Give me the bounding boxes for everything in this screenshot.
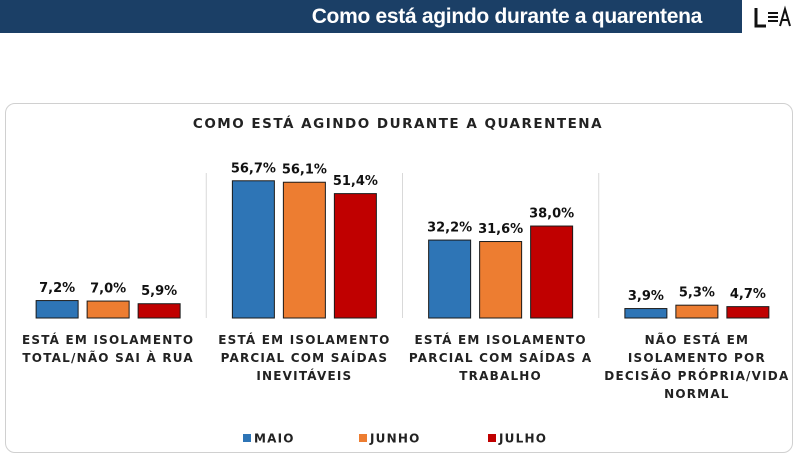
bar [137,303,181,319]
category-label: ESTÁ EM ISOLAMENTO PARCIAL COM SAÍDAS A … [408,333,593,383]
category-label: ESTÁ EM ISOLAMENTO TOTAL/NÃO SAI À RUA [21,333,195,365]
bar [333,193,377,319]
logo-a [779,5,791,27]
bar [35,300,79,319]
bar [530,225,574,319]
logo-lines [768,12,778,22]
legend-swatch [488,434,496,442]
bar [479,241,523,319]
value-label: 38,0% [529,207,574,222]
value-label: 32,2% [427,221,472,236]
value-label: 56,7% [231,161,276,176]
logo-l [754,8,766,28]
value-label: 4,7% [730,287,766,302]
bar [428,239,472,319]
bar [726,306,770,319]
value-label: 56,1% [282,163,327,178]
value-label: 7,0% [90,282,126,297]
legend-label: JUNHO [369,432,421,446]
legend-swatch [359,434,367,442]
header-bar [0,0,742,33]
chart-panel [5,103,793,453]
slide-title: Como está agindo durante a quarentena [311,5,703,28]
legend-label: MAIO [254,432,295,446]
value-label: 31,6% [478,222,523,237]
bar [86,300,130,319]
value-label: 5,9% [141,284,177,299]
bar [282,181,326,319]
value-label: 51,4% [333,174,378,189]
legend-label: JULHO [498,432,547,446]
bar [624,308,668,319]
chart-title: COMO ESTÁ AGINDO DURANTE A QUARENTENA [193,115,603,132]
bar [675,304,719,319]
value-label: 5,3% [679,286,715,301]
bar [231,180,275,319]
category-label: ESTÁ EM ISOLAMENTO PARCIAL COM SAÍDAS IN… [218,333,391,383]
logo [746,3,794,31]
value-label: 7,2% [39,281,75,296]
category-label: NÃO ESTÁ EM ISOLAMENTO POR DECISÃO PRÓPR… [604,333,790,401]
legend-swatch [243,434,251,442]
value-label: 3,9% [628,289,664,304]
